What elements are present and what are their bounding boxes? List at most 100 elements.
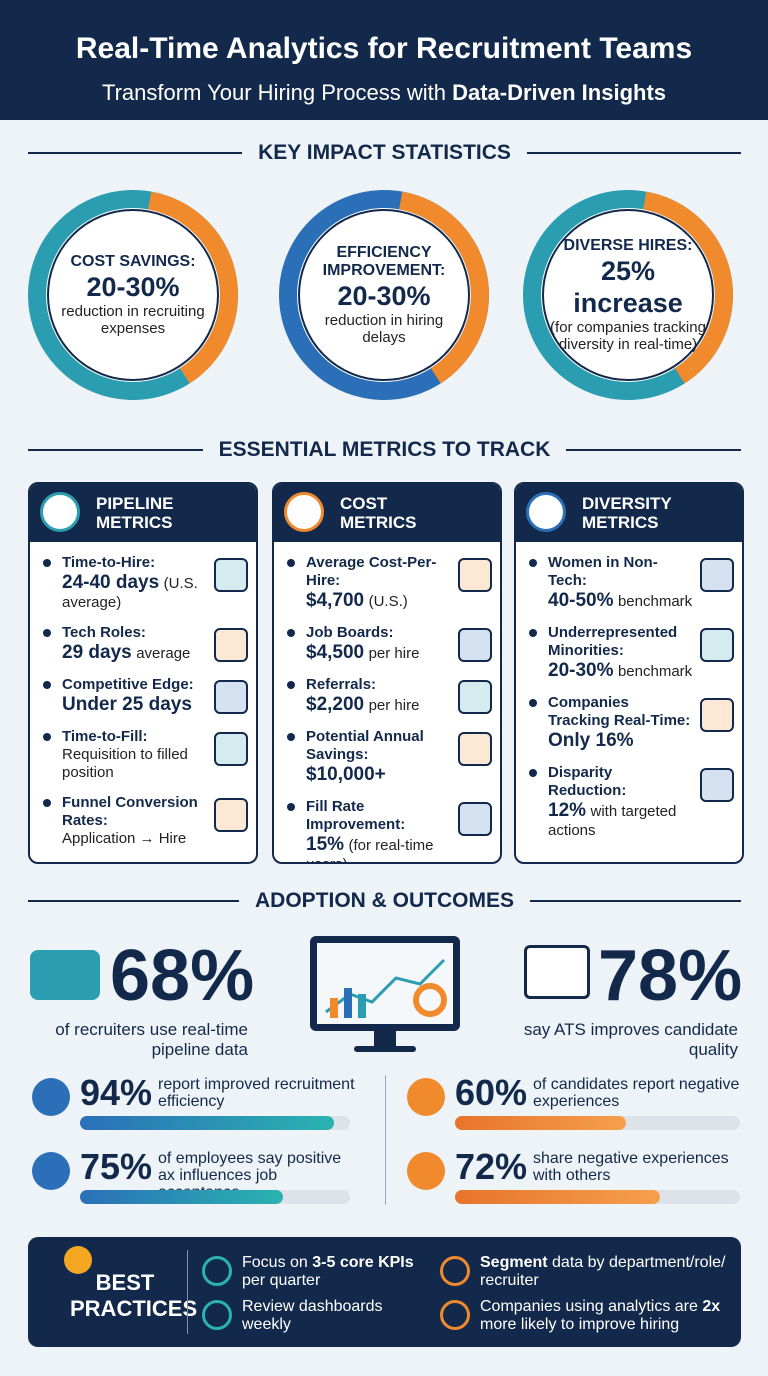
bar-percent: 94% <box>80 1072 153 1113</box>
metric-note: Application → Hire <box>62 830 187 847</box>
section-heading: ADOPTION & OUTCOMES <box>28 889 741 913</box>
bar-fill <box>80 1190 283 1204</box>
metric-note: Requisition to filled position <box>62 746 188 781</box>
metric-item: Women in Non-Tech: 40-50% benchmark <box>529 554 734 612</box>
metric-label: Funnel Conversion Rates: <box>62 794 198 829</box>
strong-text: Data-Driven Insights <box>452 80 667 105</box>
metric-label: Time-to-Fill: <box>62 728 148 745</box>
bar-percent: 60% <box>455 1072 528 1113</box>
metric-item: Potential Annual Savings: $10,000+ <box>287 728 492 786</box>
item-icon <box>700 628 734 662</box>
stat-text: DIVERSE HIRES: 25% increase (for companies… <box>548 228 708 362</box>
metric-note: (for real-time users) <box>306 837 434 862</box>
bar-text: report improved recruitment efficiency <box>158 1076 355 1110</box>
metric-note: (U.S.) <box>368 593 408 610</box>
item-icon <box>700 698 734 732</box>
metric-value: Only 16% <box>548 730 634 751</box>
item-icon <box>700 558 734 592</box>
stat-text: COST SAVINGS: 20-30% reduction in recruiti… <box>53 228 213 362</box>
highlight-value: 68% <box>110 936 255 1016</box>
card-header: DIVERSITY METRICS <box>516 484 742 542</box>
metric-item: Underrepresented Minorities: 20-30% bench… <box>529 624 734 682</box>
text-run: more likely to improve hiring <box>480 1316 680 1333</box>
metric-label: Potential Annual Savings: <box>306 728 424 763</box>
bp-item: Companies using analytics are 2x more li… <box>480 1298 730 1334</box>
metric-item: Referrals: $2,200 per hire <box>287 676 492 716</box>
metric-value: $4,700 <box>306 590 365 611</box>
metric-note: per hire <box>368 697 420 714</box>
stat-note: reduction in recruiting expenses <box>61 303 205 337</box>
metric-value: $2,200 <box>306 694 365 715</box>
metric-note: average <box>136 645 191 662</box>
metric-label: Tech Roles: <box>62 624 146 641</box>
item-icon <box>214 680 248 714</box>
bar-percent: 72% <box>455 1146 528 1187</box>
metric-item: Tech Roles: 29 days average <box>43 624 248 664</box>
item-icon <box>214 558 248 592</box>
stat-value: 20-30% <box>337 281 431 311</box>
metric-card: PIPELINE METRICS Time-to-Hire: 24-40 days … <box>28 482 258 864</box>
metric-note: with targeted actions <box>548 803 677 839</box>
stat-label: EFFICIENCY IMPROVEMENT: <box>322 244 446 279</box>
bulb-icon <box>64 1246 92 1274</box>
metric-value: 40-50% <box>548 590 614 611</box>
metric-label: Referrals: <box>306 676 377 693</box>
section-heading: KEY IMPACT STATISTICS <box>28 141 741 165</box>
card-title: PIPELINE METRICS <box>96 494 174 532</box>
stat-value: 25% increase <box>573 256 683 318</box>
metric-value: $10,000+ <box>306 764 386 785</box>
metric-value: $4,500 <box>306 642 365 663</box>
card-body: Women in Non-Tech: 40-50% benchmark Underr… <box>516 542 742 840</box>
metric-item: Time-to-Hire: 24-40 days (U.S. average) <box>43 554 248 612</box>
metric-note: benchmark <box>617 593 693 610</box>
text-run: Companies using analytics are <box>480 1298 703 1315</box>
heading-text: ESSENTIAL METRICS TO TRACK <box>218 438 551 461</box>
highlight-text: say ATS improves candidate quality <box>523 1020 738 1059</box>
stat-circle: COST SAVINGS: 20-30% reduction in recruiti… <box>26 188 240 402</box>
best-practices-title: BEST PRACTICES <box>70 1270 198 1321</box>
stat-circle: DIVERSE HIRES: 25% increase (for companies… <box>521 188 735 402</box>
item-icon <box>458 732 492 766</box>
text-run: per quarter <box>242 1272 321 1289</box>
highlight-text: of recruiters use real-time pipeline dat… <box>55 1020 248 1059</box>
card-icon <box>526 492 566 532</box>
metric-label: Women in Non-Tech: <box>548 554 658 589</box>
bp-divider <box>187 1250 188 1334</box>
strong-text: 2x <box>702 1298 721 1315</box>
stat-note: (for companies tracking diversity in rea… <box>550 319 706 353</box>
card-title: COST METRICS <box>340 494 417 532</box>
metric-value: 24-40 days <box>62 572 160 593</box>
metric-value: 15% <box>306 834 345 855</box>
ring <box>279 190 489 400</box>
bar-track <box>455 1190 740 1204</box>
metric-value: 29 days <box>62 642 132 663</box>
item-icon <box>458 680 492 714</box>
bar-fill <box>80 1116 334 1130</box>
header-band <box>0 0 768 120</box>
metric-note: per hire <box>368 645 420 662</box>
bp-item: Focus on 3-5 core KPIs per quarter <box>242 1254 427 1290</box>
metric-item: Average Cost-Per-Hire: $4,700 (U.S.) <box>287 554 492 612</box>
item-icon <box>458 628 492 662</box>
ring-inner <box>542 209 714 381</box>
highlight-icon <box>30 950 100 1000</box>
metric-label: Job Boards: <box>306 624 394 641</box>
stat-note: reduction in hiring delays <box>324 312 444 346</box>
text-run: data by department/role/ recruiter <box>480 1254 726 1289</box>
card-title: DIVERSITY METRICS <box>582 494 672 532</box>
card-header: COST METRICS <box>274 484 500 542</box>
text-run: Review dashboards weekly <box>242 1298 383 1333</box>
bar-fill <box>455 1190 661 1204</box>
bp-item: Segment data by department/role/ recruit… <box>480 1254 730 1290</box>
metric-item: Funnel Conversion Rates: Application → Hi… <box>43 794 248 848</box>
bar-text: share negative experiences with others <box>533 1150 729 1184</box>
bar-track <box>80 1116 350 1130</box>
item-icon <box>214 628 248 662</box>
ring-inner <box>47 209 219 381</box>
highlight-icon <box>524 945 590 999</box>
bp-item: Review dashboards weekly <box>242 1298 427 1334</box>
metric-item: Competitive Edge: Under 25 days <box>43 676 248 716</box>
bp-icon <box>202 1300 232 1330</box>
card-body: Average Cost-Per-Hire: $4,700 (U.S.) Job B… <box>274 542 500 862</box>
ring-inner <box>298 209 470 381</box>
